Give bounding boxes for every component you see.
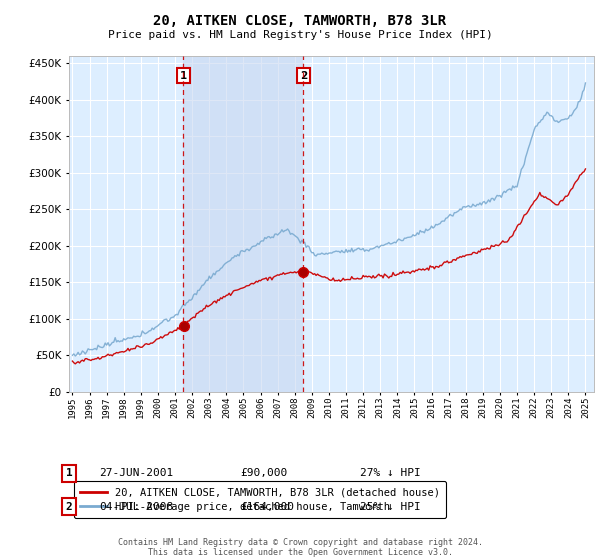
Text: 27-JUN-2001: 27-JUN-2001 (99, 468, 173, 478)
Text: 27% ↓ HPI: 27% ↓ HPI (360, 468, 421, 478)
Text: 04-JUL-2008: 04-JUL-2008 (99, 502, 173, 512)
Text: 1: 1 (180, 71, 187, 81)
Text: 2: 2 (300, 71, 307, 81)
Text: 20, AITKEN CLOSE, TAMWORTH, B78 3LR: 20, AITKEN CLOSE, TAMWORTH, B78 3LR (154, 14, 446, 28)
Text: Price paid vs. HM Land Registry's House Price Index (HPI): Price paid vs. HM Land Registry's House … (107, 30, 493, 40)
Text: 2: 2 (65, 502, 73, 512)
Text: £90,000: £90,000 (240, 468, 287, 478)
Text: 1: 1 (65, 468, 73, 478)
Text: Contains HM Land Registry data © Crown copyright and database right 2024.
This d: Contains HM Land Registry data © Crown c… (118, 538, 482, 557)
Text: £164,000: £164,000 (240, 502, 294, 512)
Legend: 20, AITKEN CLOSE, TAMWORTH, B78 3LR (detached house), HPI: Average price, detach: 20, AITKEN CLOSE, TAMWORTH, B78 3LR (det… (74, 481, 446, 518)
Bar (184, 56, 304, 392)
Text: 25% ↓ HPI: 25% ↓ HPI (360, 502, 421, 512)
